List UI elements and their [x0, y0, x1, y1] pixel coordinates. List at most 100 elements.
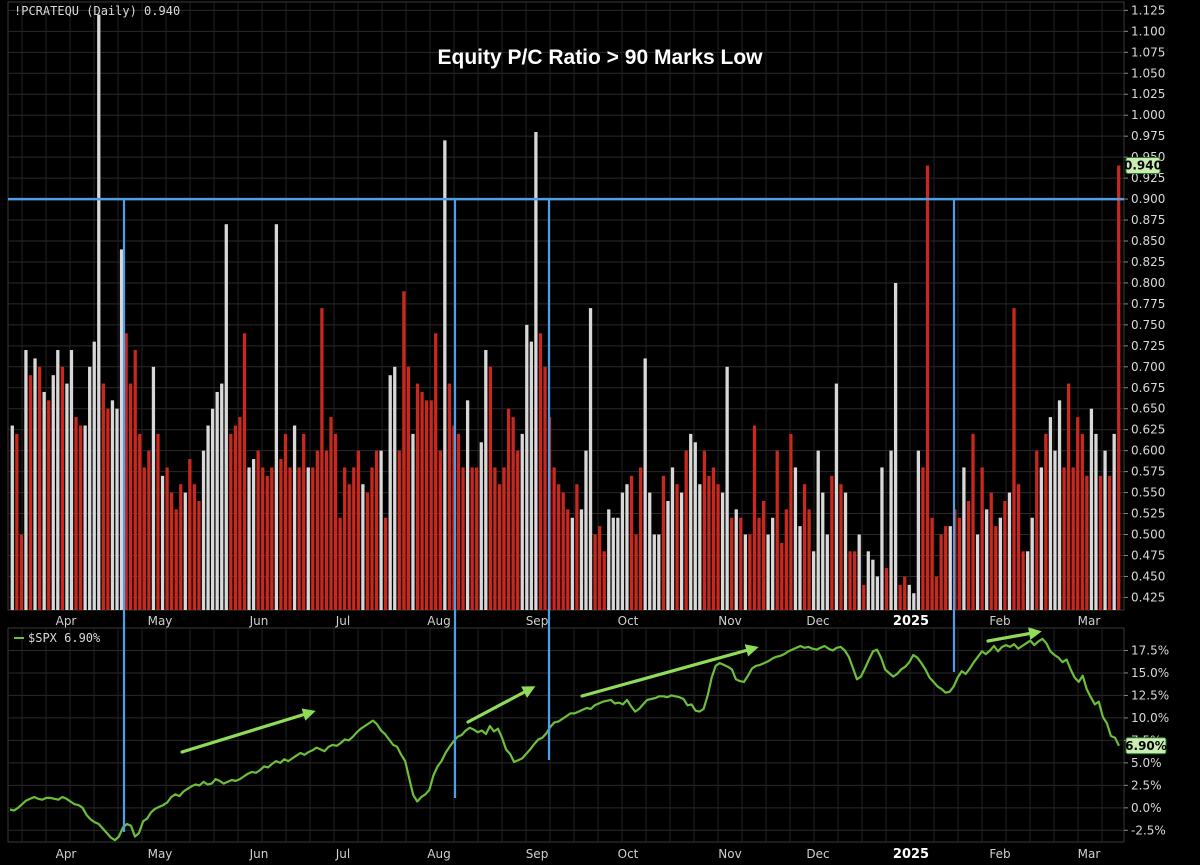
pc-ratio-bar — [962, 467, 966, 610]
pc-ratio-bar — [1117, 165, 1121, 610]
pc-ratio-bar — [743, 534, 747, 610]
pc-ratio-bar — [370, 467, 374, 610]
spx-badge-box — [1125, 737, 1167, 755]
pc-ratio-bar — [261, 467, 265, 610]
spx-month-label: Dec — [806, 847, 829, 861]
pc-ratio-bar — [333, 433, 338, 610]
pc-ratio-bar — [215, 391, 219, 610]
pc-ratio-bar — [625, 484, 629, 610]
pc-ratio-bar — [607, 509, 611, 610]
spx-y-tick-label: 10.0% — [1131, 711, 1169, 725]
pc-ratio-bar — [789, 433, 793, 610]
pc-ratio-bar — [534, 131, 538, 611]
pc-ratio-y-tick-label: 1.100 — [1131, 24, 1165, 38]
pc-ratio-bar — [793, 467, 798, 610]
pc-ratio-bar — [934, 576, 939, 610]
pc-ratio-month-label: Dec — [806, 614, 829, 628]
pc-ratio-bar — [429, 400, 433, 610]
spx-y-tick-label: 5.0% — [1131, 756, 1162, 770]
pc-ratio-bar — [711, 467, 716, 610]
pc-ratio-month-label: Nov — [718, 614, 741, 628]
spx-panel-frame — [7, 627, 1125, 843]
pc-ratio-bar — [192, 484, 197, 610]
pc-ratio-bar — [939, 534, 943, 610]
spx-y-tick-label: 15.0% — [1131, 666, 1169, 680]
pc-ratio-bar — [1007, 492, 1012, 610]
pc-ratio-bar — [907, 584, 911, 610]
pc-ratio-bar — [119, 249, 124, 610]
pc-ratio-bar — [930, 517, 934, 610]
pc-ratio-bar — [170, 492, 174, 610]
pc-ratio-bar — [438, 450, 442, 610]
pc-ratio-panel: 1.1251.1001.0751.0501.0251.0000.9750.950… — [7, 1, 1165, 629]
trend-arrow — [466, 686, 536, 724]
pc-ratio-bar — [679, 492, 684, 610]
trend-arrow — [986, 627, 1042, 643]
pc-ratio-bar — [465, 400, 470, 610]
pc-ratio-y-tick-label: 0.800 — [1131, 276, 1165, 290]
pc-ratio-y-tick-label: 0.700 — [1131, 360, 1165, 374]
pc-ratio-bar — [620, 492, 625, 610]
pc-ratio-bar — [716, 484, 720, 610]
pc-ratio-y-tick-label: 0.925 — [1131, 171, 1165, 185]
pc-ratio-bar — [825, 534, 829, 610]
pc-ratio-bar — [320, 308, 324, 610]
pc-ratio-bar — [60, 366, 64, 610]
pc-ratio-bar — [520, 433, 524, 610]
pc-ratio-bar — [871, 559, 875, 610]
pc-ratio-bar — [24, 350, 28, 610]
pc-ratio-bar — [265, 475, 269, 610]
pc-ratio-bar — [188, 459, 192, 610]
pc-ratio-bar — [652, 534, 656, 610]
pc-ratio-bar — [575, 484, 579, 610]
pc-ratio-bar — [657, 534, 661, 610]
pc-ratio-y-tick-label: 1.075 — [1131, 45, 1165, 59]
pc-ratio-bar — [994, 526, 998, 610]
pc-ratio-bar — [51, 375, 55, 610]
pc-ratio-bar — [493, 467, 497, 610]
pc-ratio-bar — [329, 417, 333, 610]
spx-y-tick-label: -2.5% — [1131, 823, 1166, 837]
pc-ratio-bar — [56, 350, 60, 610]
pc-ratio-bar — [74, 417, 78, 610]
spx-line — [9, 637, 1120, 842]
pc-ratio-bar — [160, 475, 165, 610]
pc-ratio-bar — [229, 433, 233, 610]
pc-ratio-bar — [675, 484, 679, 610]
pc-ratio-bar — [1035, 450, 1039, 610]
pc-ratio-bar — [780, 542, 784, 610]
pc-ratio-bar — [693, 442, 697, 610]
pc-ratio-bar — [151, 366, 156, 610]
spx-month-label: Sep — [526, 847, 549, 861]
pc-ratio-bar — [1030, 517, 1034, 610]
pc-ratio-y-tick-label: 0.900 — [1131, 192, 1165, 206]
pc-ratio-bar — [479, 442, 483, 610]
pc-ratio-bar — [698, 484, 702, 610]
pc-ratio-bar — [579, 509, 584, 610]
pc-ratio-bar — [343, 467, 347, 610]
pc-ratio-y-tick-label: 0.575 — [1131, 465, 1165, 479]
pc-ratio-y-tick-label: 0.450 — [1131, 569, 1165, 583]
pc-ratio-bar — [966, 500, 971, 610]
pc-ratio-y-tick-label: 0.550 — [1131, 486, 1165, 500]
pc-ratio-month-label: 2025 — [893, 614, 929, 629]
pc-ratio-bar — [247, 467, 251, 610]
pc-ratio-bar — [1048, 417, 1053, 610]
pc-ratio-bar — [752, 425, 757, 610]
spx-month-label: Feb — [989, 847, 1010, 861]
pc-ratio-bar — [1098, 475, 1103, 610]
pc-ratio-bar — [643, 358, 647, 610]
pc-ratio-bar — [42, 391, 46, 610]
pc-ratio-bar — [352, 467, 356, 610]
pc-ratio-bar — [47, 400, 51, 610]
pc-ratio-bar — [356, 450, 360, 610]
pc-ratio-bar — [1026, 551, 1030, 610]
pc-ratio-bar — [1085, 475, 1089, 610]
pc-ratio-bar — [1076, 417, 1080, 610]
pc-ratio-bar — [561, 492, 565, 610]
pc-ratio-last-value-badge: 0.940 — [1124, 157, 1162, 175]
pc-ratio-month-label: Oct — [618, 614, 639, 628]
pc-ratio-bar — [1021, 551, 1025, 610]
pc-ratio-bar — [634, 534, 638, 610]
pc-ratio-bar — [88, 366, 92, 610]
